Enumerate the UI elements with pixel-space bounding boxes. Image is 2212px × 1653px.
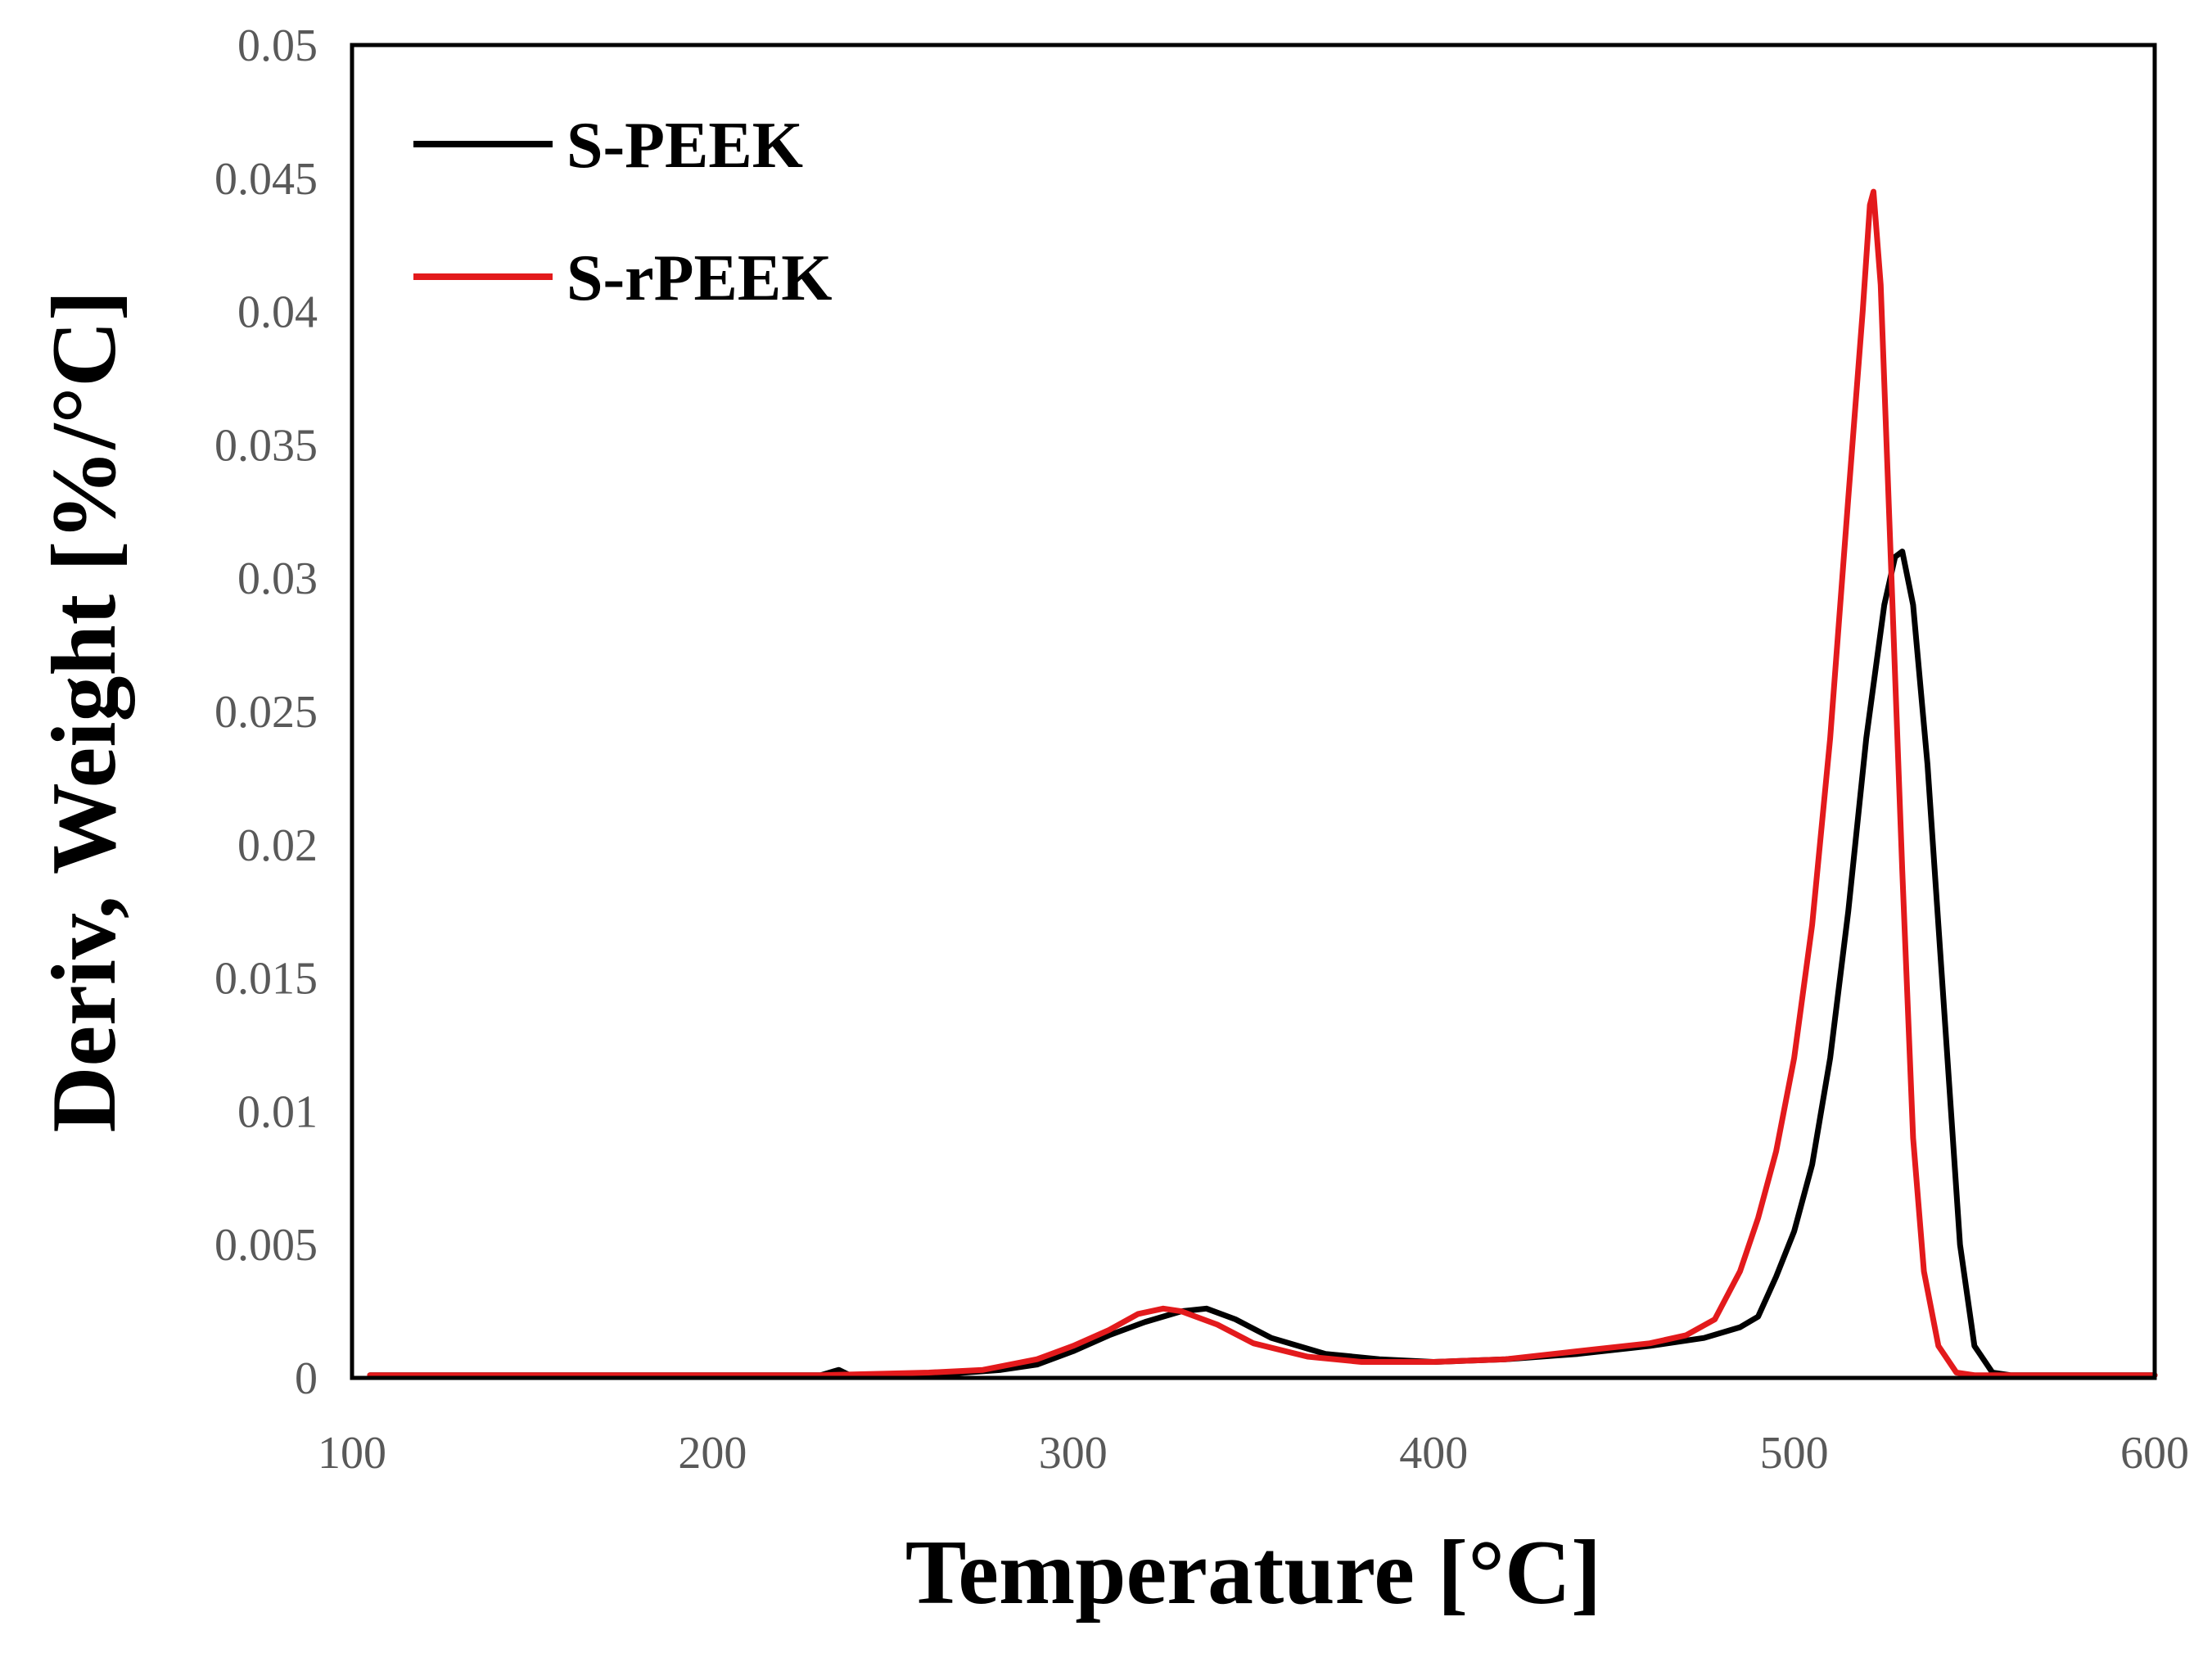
y-tick-label: 0.04 [237,287,318,338]
y-tick-label: 0.025 [214,687,318,738]
y-tick-label: 0.02 [237,820,318,871]
series-line-s-rpeek [367,188,2158,1379]
y-tick-label: 0 [295,1353,318,1404]
x-tick-label: 600 [2120,1428,2189,1479]
x-axis-title: Temperature [°C] [905,1522,1601,1624]
y-tick-label: 0.035 [214,420,318,471]
plot-area-frame [350,43,2157,1380]
x-tick-label: 400 [1399,1428,1468,1479]
x-axis-ticks: 100 200 300 400 500 600 [318,1428,2189,1479]
y-tick-label: 0.03 [237,553,318,604]
x-tick-label: 100 [318,1428,386,1479]
legend-label-s-rpeek: S-rPEEK [567,242,832,314]
y-tick-label: 0.015 [214,954,318,1005]
y-tick-label: 0.05 [237,20,318,71]
y-axis-ticks: 0 0.005 0.01 0.015 0.02 0.025 0.03 0.035 0.04 0.0… [214,20,318,1404]
x-tick-label: 500 [1760,1428,1829,1479]
y-tick-label: 0.045 [214,154,318,205]
legend-label-s-peek: S-PEEK [567,110,803,182]
y-axis-title: Deriv, Weight [%/°C] [34,291,135,1133]
legend: S-PEEK S-rPEEK [413,110,832,314]
y-tick-label: 0.005 [214,1220,318,1271]
y-tick-label: 0.01 [237,1086,318,1137]
series-lines [367,188,2158,1379]
x-tick-label: 200 [678,1428,747,1479]
x-tick-label: 300 [1039,1428,1108,1479]
